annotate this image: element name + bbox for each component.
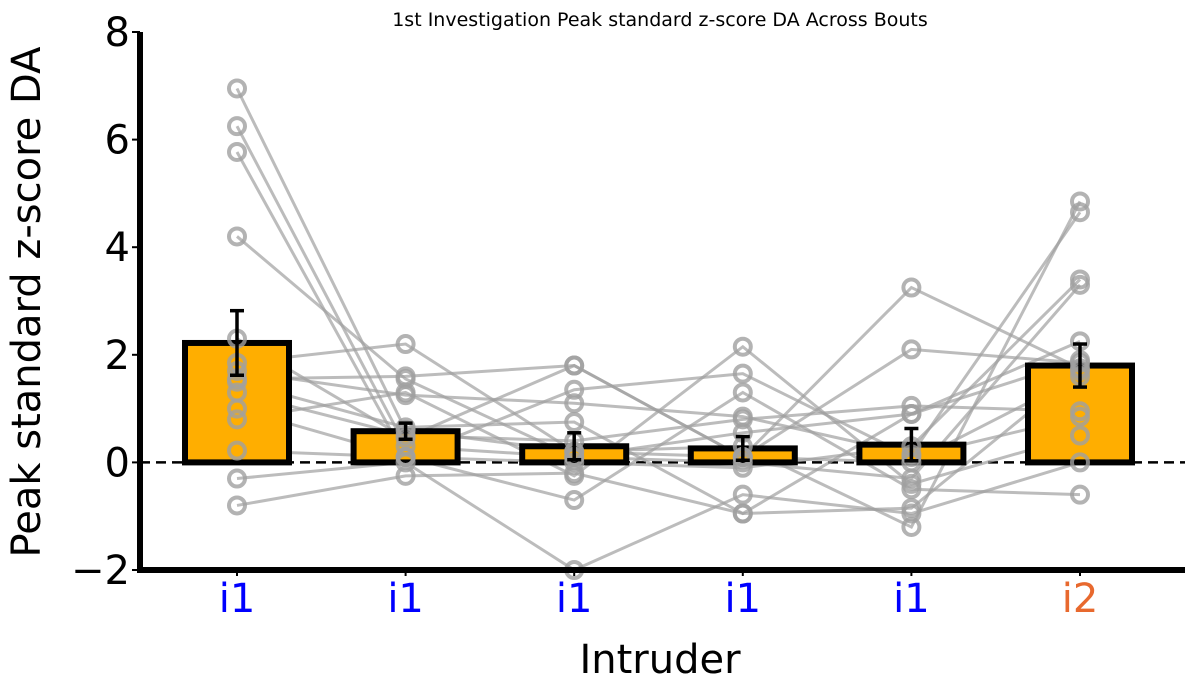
y-tick-label: 4 [105,225,130,271]
subject-line-3 [235,151,1082,470]
subject-point [732,336,753,357]
subject-point [901,516,922,537]
subject-point [227,141,247,162]
subject-point [564,393,585,414]
subject-point [901,498,922,519]
y-ticks: −2 0 2 4 6 8 [71,10,140,594]
error-bar-1 [230,308,244,377]
subject-point [564,355,585,376]
subject-point [732,503,753,524]
y-tick-label: −2 [71,548,130,594]
error-bar-2 [398,421,413,442]
subject-point [732,409,753,430]
subject-point [395,382,416,403]
subject-point [227,226,247,247]
subject-point [395,465,416,486]
axes [137,32,1185,573]
y-tick-label: 6 [105,118,130,164]
subject-point [1070,484,1090,505]
subject-point [395,334,416,355]
subject-point [732,382,753,403]
subject-point [732,363,753,384]
error-bar-4 [735,434,750,462]
y-tick-label: 8 [105,10,130,56]
error-bar-5 [904,426,919,463]
x-tick-label: i1 [219,576,256,622]
subject-points [227,78,1090,580]
subject-point [227,440,247,461]
error-bar-6 [1073,342,1087,389]
subject-point [395,452,416,473]
x-axis-label: Intruder [579,637,741,683]
subject-point [227,495,247,516]
y-axis-label: Peak standard z-score DA [4,46,50,558]
subject-point [901,395,922,416]
x-tick-label: i1 [387,576,424,622]
x-tick-label: i1 [893,576,930,622]
subject-point [901,339,922,360]
subject-point [901,479,922,500]
subject-point [564,412,585,433]
subject-line-6 [236,200,1082,529]
subject-point [227,409,247,430]
subject-point [227,468,247,489]
chart-title: 1st Investigation Peak standard z-score … [392,9,928,31]
subject-line-15 [236,369,1081,516]
subject-point [901,277,922,298]
error-bar-3 [567,431,582,462]
subject-line-12 [236,344,1081,486]
subject-line-9 [236,339,1081,516]
subject-line-14 [236,460,1081,572]
error-bars [230,308,1087,463]
subject-point [564,379,585,400]
subject-point [901,403,922,424]
y-tick-label: 2 [105,333,130,379]
x-ticks: i1 i1 i1 i1 i1 i2 [219,570,1099,622]
subject-point [564,490,585,511]
y-tick-label: 0 [105,440,130,486]
subject-point [1070,191,1090,212]
subject-point [1070,406,1090,427]
subject-point [1070,452,1090,473]
subject-point [1070,269,1090,290]
subject-point [227,398,247,419]
x-tick-label: i1 [556,576,593,622]
subject-point [227,78,247,99]
x-tick-label: i2 [1062,576,1099,622]
subject-line-7 [236,211,1082,457]
subject-point [732,484,753,505]
subject-point [1070,425,1090,446]
subject-point [564,463,585,484]
subject-lines [235,87,1082,572]
subject-point [227,116,247,137]
x-tick-label: i1 [725,576,762,622]
subject-point [1070,202,1090,223]
